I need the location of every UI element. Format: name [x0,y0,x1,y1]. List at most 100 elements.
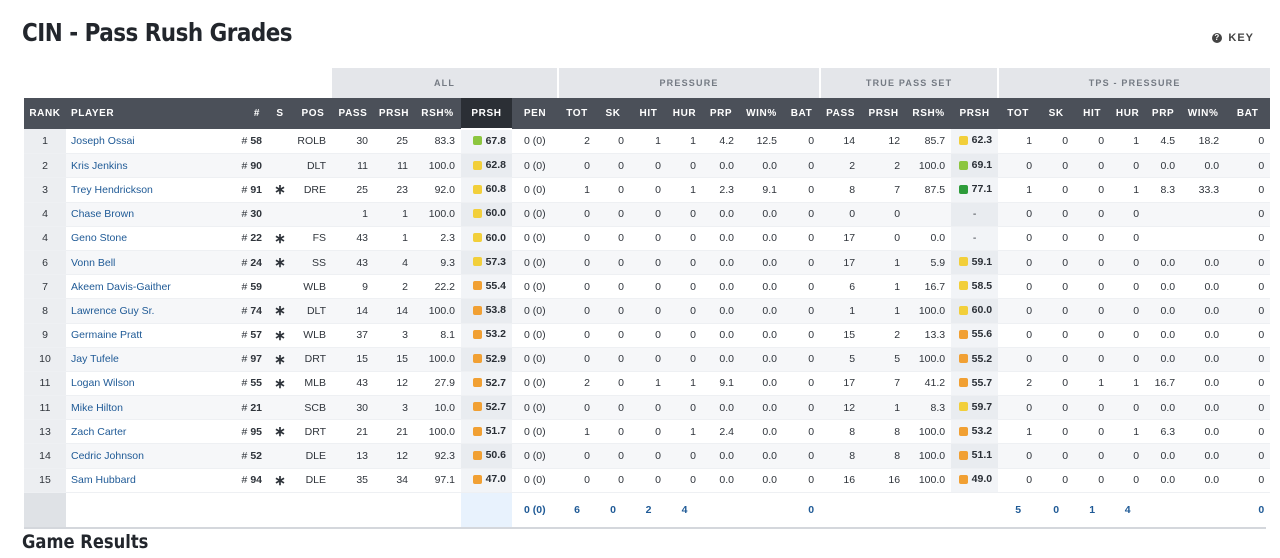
col-tps-win-pct-header[interactable]: WIN% [1181,98,1226,129]
tps-tot-cell: 0 [998,202,1039,227]
player-link[interactable]: Lawrence Guy Sr. [66,298,234,324]
sk-cell: 0 [596,395,630,421]
col-hur-header[interactable]: HUR [667,98,702,129]
grade-color-swatch [472,233,482,243]
player-link[interactable]: Germaine Pratt [66,323,234,348]
jersey-number-cell: # 74 [234,298,266,324]
player-link[interactable]: Joseph Ossai [66,129,234,155]
totals-cell: 0 [1038,492,1075,527]
tps-prsh-grade-cell: 49.0 [951,468,999,493]
grade-badge: 57.3 [472,256,506,268]
tps-win-pct-cell: 0.0 [1181,298,1226,324]
col-tot-header[interactable]: TOT [558,98,596,129]
col-tps-sk-header[interactable]: SK [1038,98,1075,129]
tps-prp-cell: 0.0 [1145,468,1182,493]
grade-badge: 60.0 [472,232,506,244]
key-button[interactable]: ? KEY [1212,32,1254,44]
bat-cell: 0 [783,177,821,203]
col-starter-header[interactable]: S [266,98,294,129]
col-sk-header[interactable]: SK [596,98,630,129]
starter-icon [266,129,294,155]
grade-value: 62.8 [485,159,506,172]
col-prsh-header[interactable]: PRSH [374,98,414,129]
sk-cell: 0 [596,419,630,445]
col-tps-rsh-pct-header[interactable]: RSH% [906,98,952,129]
col-tps-prsh-grade-header[interactable]: PRSH [951,98,999,129]
grade-color-swatch [472,402,482,412]
col-prp-header[interactable]: PRP [702,98,740,129]
col-tps-prsh-header[interactable]: PRSH [861,98,907,129]
player-link[interactable]: Cedric Johnson [66,443,234,469]
tps-hur-cell: 0 [1110,250,1146,276]
tps-hur-cell: 0 [1110,274,1146,300]
col-win-pct-header[interactable]: WIN% [740,98,783,129]
prp-cell: 2.3 [702,177,740,203]
prsh-grade-cell: 53.2 [461,323,512,348]
pen-cell: 0 (0) [512,371,558,397]
tps-bat-cell: 0 [1225,298,1271,324]
pen-cell: 0 (0) [512,395,558,421]
player-link[interactable]: Logan Wilson [66,371,234,397]
player-link[interactable]: Geno Stone [66,226,234,251]
tps-prsh-cell: 5 [861,347,907,372]
col-rsh-pct-header[interactable]: RSH% [414,98,461,129]
player-link[interactable]: Akeem Davis-Gaither [66,274,234,300]
player-link[interactable]: Zach Carter [66,419,234,445]
col-rank-header[interactable]: RANK [24,98,66,129]
bat-cell: 0 [783,419,821,445]
tps-prsh-cell: 1 [861,298,907,324]
player-link[interactable]: Sam Hubbard [66,468,234,493]
tps-rsh-pct-cell: 5.9 [906,250,952,276]
col-number-header[interactable]: # [234,98,266,129]
position-cell: DLT [294,298,332,324]
group-tps-pressure: TPS - PRESSURE [997,68,1271,98]
totals-cell [294,492,332,527]
grade-color-swatch [958,402,968,412]
col-pen-header[interactable]: PEN [512,98,558,129]
prsh-grade-cell: 50.6 [461,443,512,469]
hur-cell: 0 [667,250,702,276]
col-prsh-grade-header[interactable]: PRSH [461,98,512,130]
col-tps-pass-header[interactable]: PASS [820,98,862,129]
player-link[interactable]: Vonn Bell [66,250,234,276]
col-tps-hur-header[interactable]: HUR [1110,98,1146,129]
hit-cell: 0 [630,298,667,324]
col-tps-tot-header[interactable]: TOT [998,98,1039,129]
win-pct-cell: 0.0 [740,202,783,227]
tps-bat-cell: 0 [1225,153,1271,179]
tps-rsh-pct-cell: 100.0 [906,298,952,324]
tps-pass-cell: 16 [820,468,862,493]
player-link[interactable]: Mike Hilton [66,395,234,421]
col-pass-header[interactable]: PASS [332,98,374,129]
tps-prsh-cell: 16 [861,468,907,493]
grade-badge: 58.5 [958,280,992,292]
col-player-header[interactable]: PLAYER [66,98,234,129]
sk-cell: 0 [596,371,630,397]
col-hit-header[interactable]: HIT [630,98,667,129]
tps-hit-cell: 0 [1074,419,1111,445]
col-bat-header[interactable]: BAT [783,98,821,129]
tps-prp-cell: 0.0 [1145,250,1182,276]
prsh-cell: 34 [374,468,414,493]
tps-rsh-pct-cell [906,202,952,227]
position-cell: MLB [294,371,332,397]
tps-hur-cell: 1 [1110,371,1146,397]
grade-color-swatch [958,426,968,436]
prp-cell: 0.0 [702,468,740,493]
player-link[interactable]: Jay Tufele [66,347,234,372]
bat-cell: 0 [783,274,821,300]
player-link[interactable]: Kris Jenkins [66,153,234,179]
hit-cell: 1 [630,371,667,397]
col-tps-bat-header[interactable]: BAT [1225,98,1271,129]
pen-cell: 0 (0) [512,419,558,445]
col-tps-prp-header[interactable]: PRP [1145,98,1182,129]
col-position-header[interactable]: POS [294,98,332,129]
col-tps-hit-header[interactable]: HIT [1074,98,1111,129]
totals-row: 0 (0) 6 0 2 4 0 5 0 1 4 0 [24,492,1271,527]
starter-icon: ∗ [266,226,294,251]
table-row: 8 Lawrence Guy Sr. # 74 ∗ DLT 14 14 100.0 53.8 0 … [24,298,1271,324]
totals-cell [702,492,740,527]
player-link[interactable]: Trey Hendrickson [66,177,234,203]
player-link[interactable]: Chase Brown [66,202,234,227]
tps-prsh-grade-cell: 59.1 [951,250,999,276]
